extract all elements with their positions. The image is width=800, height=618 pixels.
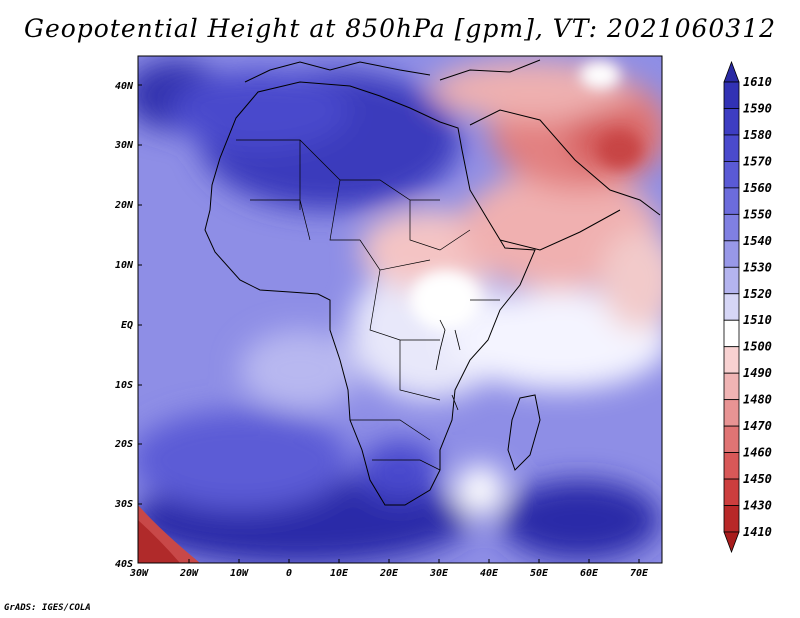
coastlines xyxy=(204,59,661,506)
lat-label: 20N xyxy=(114,200,134,211)
madagascar xyxy=(507,394,541,471)
colorbar-label: 1560 xyxy=(743,181,772,195)
lon-ticks xyxy=(188,559,640,563)
lat-label: 20S xyxy=(114,439,133,450)
colorbar-label: 1550 xyxy=(743,207,772,221)
europe-coastline xyxy=(244,59,541,83)
lat-label: 40N xyxy=(115,81,134,92)
colorbar-swatch xyxy=(723,505,740,533)
lon-label: 20W xyxy=(179,568,199,579)
lon-label: 10E xyxy=(330,568,349,579)
colorbar-swatch xyxy=(723,372,740,401)
geopotential-field xyxy=(138,56,662,563)
colorbar-label: 1480 xyxy=(743,393,772,407)
lon-label: 40E xyxy=(480,568,499,579)
colorbar-swatch xyxy=(723,478,740,506)
colorbar-label: 1530 xyxy=(743,260,772,274)
colorbar-label: 1510 xyxy=(743,313,772,327)
colorbar: 1610 1590 1580 1570 1560 1550 1540 1530 1520 1510… xyxy=(723,60,772,554)
lat-label: 30N xyxy=(114,140,134,151)
colorbar-swatch xyxy=(723,134,740,162)
colorbar-swatch xyxy=(723,240,740,268)
lakes xyxy=(435,319,461,411)
lat-label: 10N xyxy=(115,260,134,271)
colorbar-swatch xyxy=(723,399,740,427)
grads-credit: GrADS: IGES/COLA xyxy=(4,603,91,613)
map-frame xyxy=(137,55,663,564)
colorbar-label: 1520 xyxy=(743,287,772,301)
colorbar-label: 1470 xyxy=(743,419,772,433)
colorbar-label: 1500 xyxy=(743,340,772,354)
lat-ticks xyxy=(138,84,142,505)
lon-label: 10W xyxy=(230,568,249,579)
lon-label: 30E xyxy=(429,568,449,579)
lon-label: 50E xyxy=(530,568,549,579)
lat-label: EQ xyxy=(121,320,133,331)
arabia-coastline xyxy=(469,109,661,251)
colorbar-label: 1430 xyxy=(743,499,772,513)
colorbar-label: 1490 xyxy=(743,366,772,380)
colorbar-label: 1410 xyxy=(743,525,772,539)
colorbar-swatch xyxy=(723,81,740,109)
lat-label: 10S xyxy=(115,380,133,391)
colorbar-max-triangle xyxy=(723,60,740,83)
lon-axis: 30W 20W 10W 0 10E 20E 30E 40E 50E 60E 70… xyxy=(129,568,649,579)
lon-label: 0 xyxy=(286,568,292,579)
colorbar-min-triangle xyxy=(723,531,740,554)
colorbar-swatch xyxy=(723,293,740,321)
lat-label: 30S xyxy=(114,499,133,510)
lon-label: 60E xyxy=(580,568,599,579)
colorbar-label: 1460 xyxy=(743,446,772,460)
lat-label: 40S xyxy=(115,559,133,570)
colorbar-swatch xyxy=(723,108,740,136)
field-indian-ocean-low xyxy=(500,480,660,560)
colorbar-label: 1540 xyxy=(743,234,772,248)
colorbar-swatch xyxy=(723,213,740,242)
colorbar-label: 1590 xyxy=(743,101,772,115)
colorbar-swatch xyxy=(723,187,740,215)
lon-label: 30W xyxy=(129,568,149,579)
colorbar-label: 1580 xyxy=(743,128,772,142)
lon-label: 70E xyxy=(630,568,649,579)
colorbar-swatch xyxy=(723,266,740,295)
colorbar-label: 1450 xyxy=(743,472,772,486)
map-title: Geopotential Height at 850hPa [gpm], VT:… xyxy=(23,14,777,43)
colorbar-swatch xyxy=(723,161,740,189)
colorbar-label: 1570 xyxy=(743,154,772,168)
colorbar-swatch xyxy=(723,346,740,374)
lon-label: 20E xyxy=(379,568,399,579)
colorbar-swatch xyxy=(723,319,740,348)
colorbar-swatch xyxy=(723,452,740,480)
lat-axis: 40N 30N 20N 10N EQ 10S 20S 30S 40S xyxy=(114,81,134,570)
border-lines xyxy=(236,139,500,471)
colorbar-swatch xyxy=(723,425,740,453)
colorbar-label: 1610 xyxy=(743,75,772,89)
